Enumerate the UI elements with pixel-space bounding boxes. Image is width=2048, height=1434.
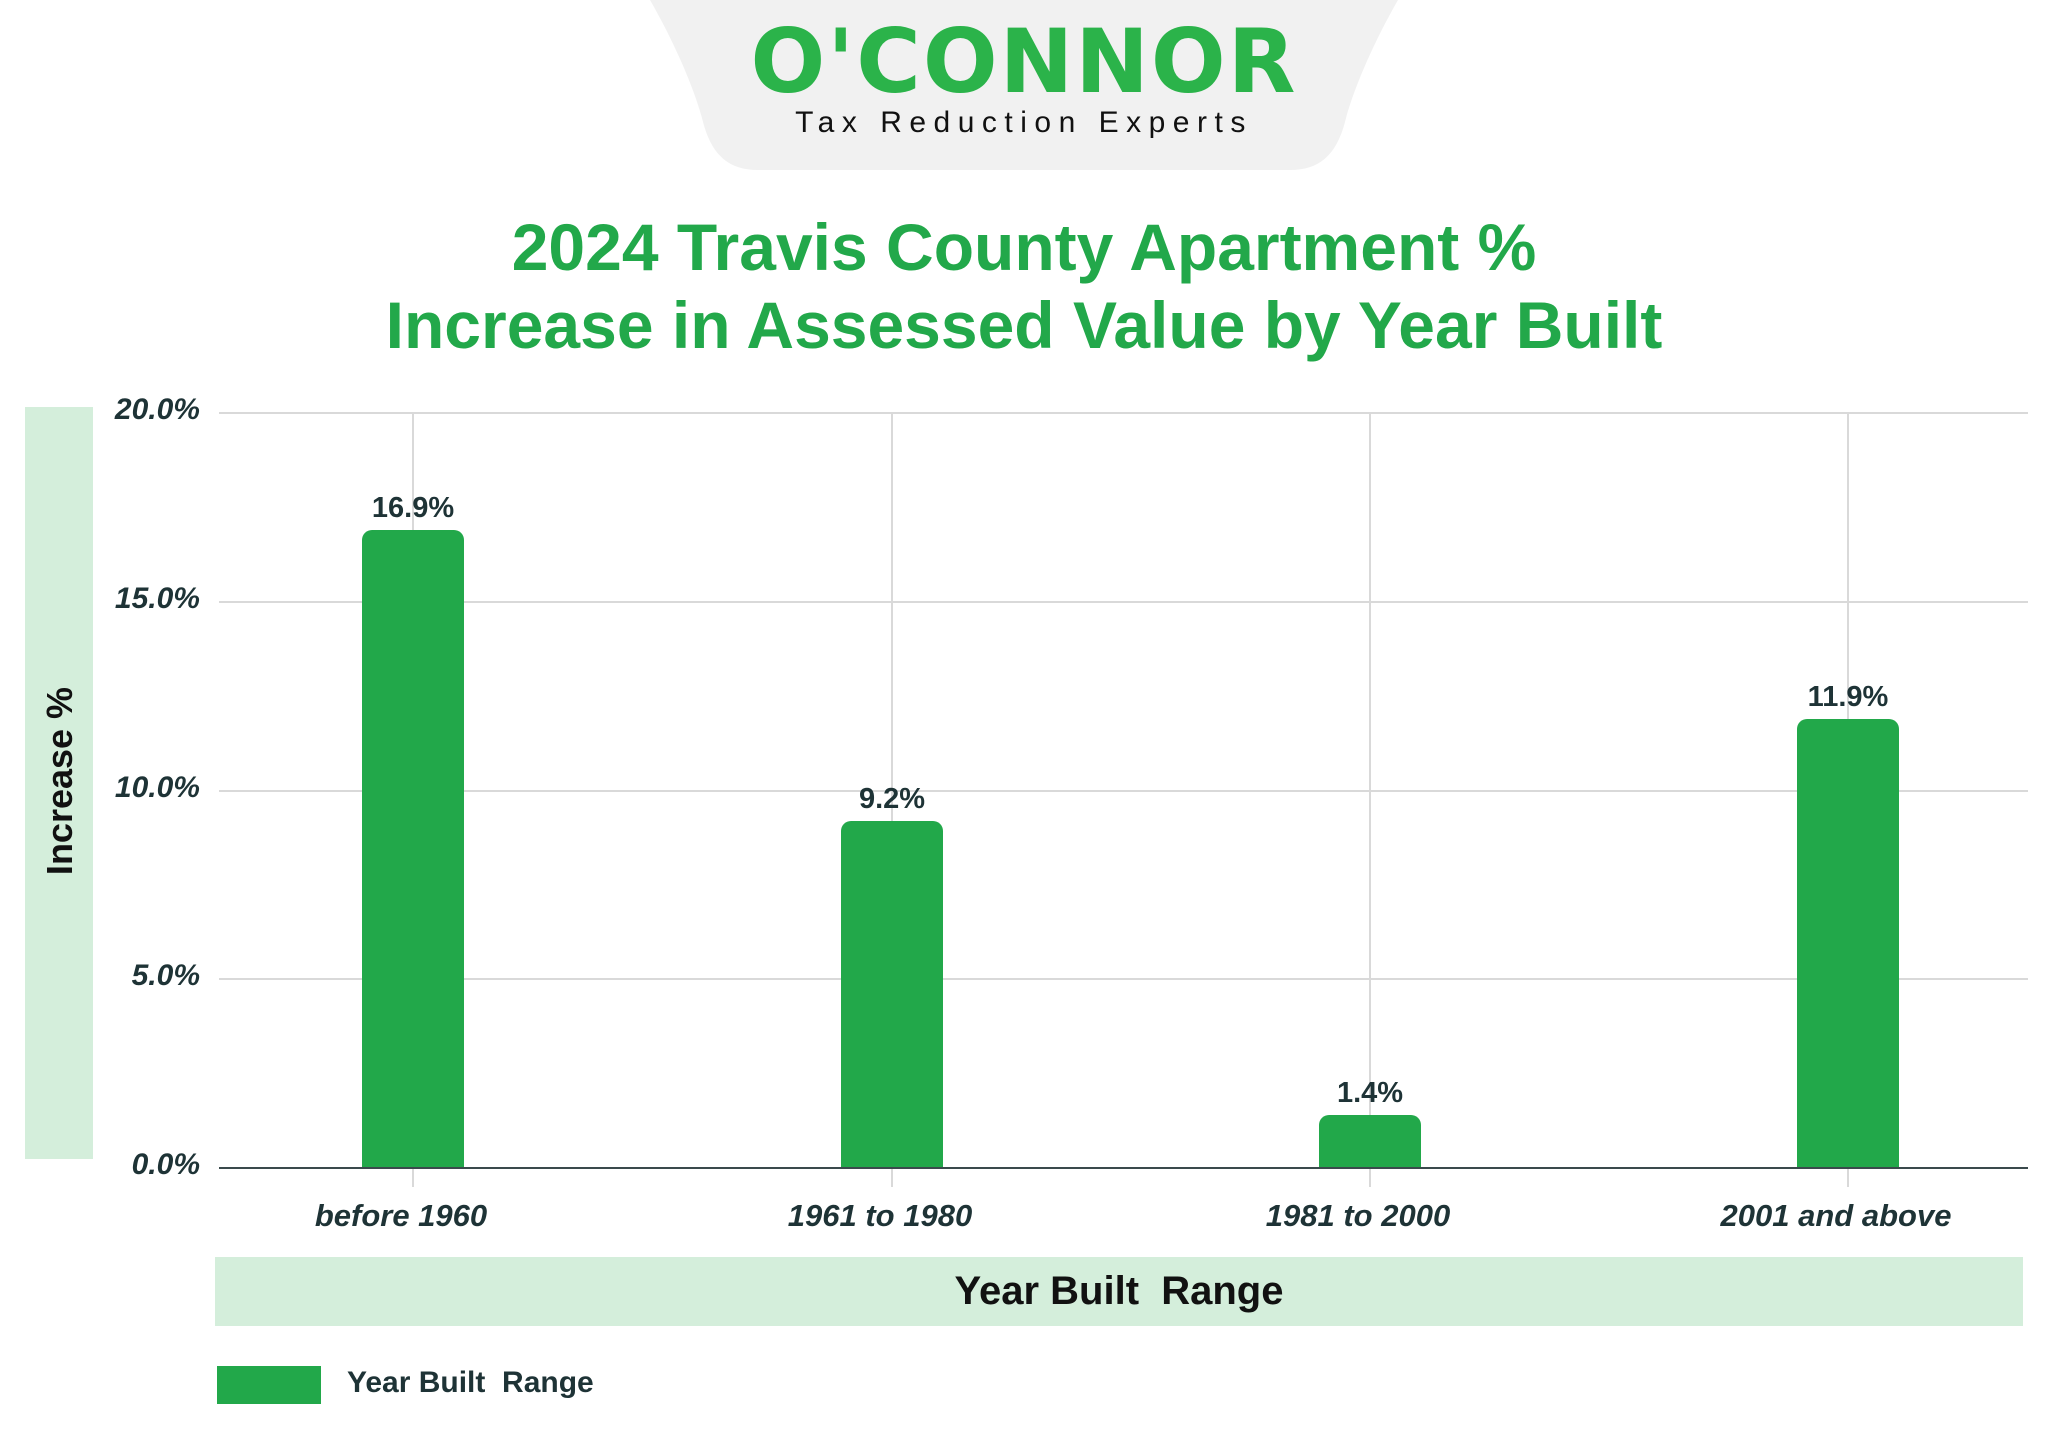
gridline-vertical	[1369, 413, 1371, 1187]
x-tick-label: 2001 and above	[1720, 1198, 1952, 1233]
bar-value-label: 9.2%	[858, 782, 926, 815]
y-tick-label: 20.0%	[114, 393, 200, 426]
x-axis-title-band	[215, 1257, 2023, 1326]
x-tick-label: before 1960	[314, 1198, 488, 1233]
bar-1961-to-1980[interactable]	[841, 820, 943, 1168]
chart-title-line-1: 2024 Travis County Apartment %	[511, 210, 1537, 284]
x-axis-title: Year Built Range	[954, 1269, 1284, 1313]
legend-label: Year Built Range	[347, 1366, 594, 1399]
bar-before-1960[interactable]	[362, 530, 464, 1168]
bar-value-label: 11.9%	[1807, 680, 1889, 713]
bar-value-label: 16.9%	[371, 492, 455, 525]
x-axis-line	[219, 1167, 2028, 1169]
y-axis-title-band	[25, 407, 93, 1159]
logo-tagline: Tax Reduction Experts	[795, 106, 1253, 139]
gridline-horizontal	[219, 789, 2028, 792]
bar-value-label: 1.4%	[1336, 1077, 1404, 1110]
y-tick-label: 10.0%	[114, 770, 200, 804]
oconnor-logo: O'CONNOR	[750, 10, 1298, 113]
x-tick-label: 1981 to 2000	[1265, 1198, 1451, 1233]
gridline-horizontal	[219, 412, 2028, 414]
chart-title-line-2: Increase in Assessed Value by Year Built	[385, 288, 1663, 362]
gridline-horizontal	[219, 600, 2028, 603]
logo-background	[650, 0, 1398, 170]
bar-1981-to-2000[interactable]	[1319, 1115, 1421, 1168]
gridline-horizontal	[219, 978, 2028, 981]
x-tick-label: 1961 to 1980	[787, 1198, 973, 1233]
y-axis-title: Increase %	[39, 686, 80, 876]
y-tick-label: 15.0%	[114, 581, 200, 615]
gridline-vertical	[891, 413, 893, 1187]
y-tick-label: 0.0%	[131, 1148, 200, 1181]
legend-swatch	[217, 1366, 321, 1404]
bar-2001-and-above[interactable]	[1797, 718, 1899, 1168]
y-tick-label: 5.0%	[131, 959, 200, 993]
